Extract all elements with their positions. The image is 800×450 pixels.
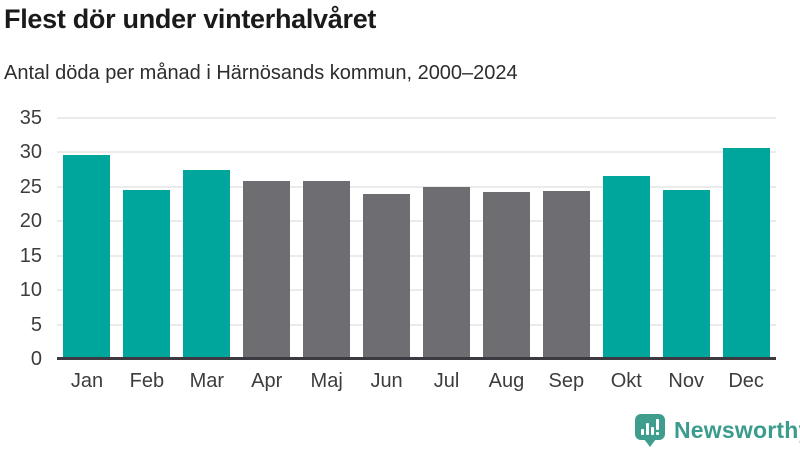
y-tick-label-0: 0 — [30, 348, 42, 370]
x-tick-label-jan: Jan — [70, 370, 104, 392]
bar-slot-jan — [57, 155, 117, 359]
bar-slot-jul — [417, 186, 477, 359]
chart-title: Flest dör under vinterhalvåret — [4, 4, 377, 34]
x-tick-label-nov: Nov — [668, 370, 704, 392]
bar-slot-aug — [476, 191, 536, 359]
x-axis-line — [57, 357, 776, 360]
x-tick-label-aug: Aug — [488, 370, 525, 392]
y-axis: 0 5 10 15 20 25 30 35 — [0, 107, 46, 410]
bar-aug — [482, 191, 530, 359]
gridline-15 — [57, 254, 776, 257]
y-tick-label-10: 10 — [19, 279, 42, 302]
brand-name: Newsworthy — [674, 417, 800, 443]
newsworthy-icon — [635, 414, 665, 447]
bar-okt — [602, 175, 650, 359]
gridline-10 — [57, 289, 776, 292]
bar-slot-sep — [536, 191, 596, 359]
bar-slot-jun — [357, 193, 417, 359]
x-tick-label-sep: Sep — [548, 370, 585, 392]
y-tick-label-15: 15 — [19, 244, 42, 267]
newsworthy-logo[interactable]: Newsworthy — [635, 414, 800, 447]
x-tick-label-mar: Mar — [189, 370, 225, 392]
gridline-20 — [57, 220, 776, 223]
bar-feb — [123, 190, 171, 359]
bar-maj — [303, 181, 351, 359]
bar-chart: 0 5 10 15 20 25 30 35 Jan Feb Mar Apr Maj Jun Jul Aug S… — [0, 107, 800, 410]
bar-slot-mar — [177, 170, 237, 359]
bar-slot-okt — [596, 175, 656, 359]
bar-sep — [542, 191, 590, 359]
gridline-25 — [57, 185, 776, 188]
speech-bubble-tail — [644, 439, 656, 447]
bar-mar — [183, 170, 231, 359]
x-tick-label-jul: Jul — [433, 370, 460, 392]
bar-dec — [722, 148, 770, 359]
bar-jul — [422, 186, 470, 359]
y-tick-label-5: 5 — [30, 313, 42, 336]
speech-bubble-icon — [635, 414, 665, 440]
bar-slot-nov — [656, 190, 716, 359]
gridline-30 — [57, 151, 776, 154]
x-tick-label-maj: Maj — [310, 370, 343, 392]
y-tick-label-20: 20 — [19, 210, 42, 233]
gridline-35 — [57, 117, 776, 119]
y-tick-label-30: 30 — [19, 141, 42, 164]
y-tick-label-35: 35 — [19, 107, 42, 129]
y-tick-label-25: 25 — [19, 175, 42, 198]
bar-slot-feb — [117, 190, 177, 359]
x-tick-label-apr: Apr — [251, 370, 283, 392]
bar-nov — [662, 190, 710, 359]
x-axis: Jan Feb Mar Apr Maj Jun Jul Aug Sep Okt Nov Dec — [57, 370, 776, 393]
bar-apr — [243, 181, 291, 359]
bars-container — [57, 118, 776, 359]
plot-area — [57, 117, 776, 360]
bar-slot-maj — [297, 181, 357, 359]
x-tick-label-okt: Okt — [610, 370, 642, 392]
bar-jun — [363, 193, 411, 359]
x-tick-label-feb: Feb — [129, 370, 165, 392]
chart-subtitle: Antal döda per månad i Härnösands kommun… — [4, 62, 518, 84]
exclamation-icon — [656, 419, 659, 435]
bar-jan — [63, 155, 111, 359]
x-tick-label-dec: Dec — [728, 370, 764, 392]
bar-slot-apr — [237, 181, 297, 359]
x-tick-label-jun: Jun — [370, 370, 403, 392]
bar-slot-dec — [716, 148, 776, 359]
gridline-5 — [57, 323, 776, 326]
